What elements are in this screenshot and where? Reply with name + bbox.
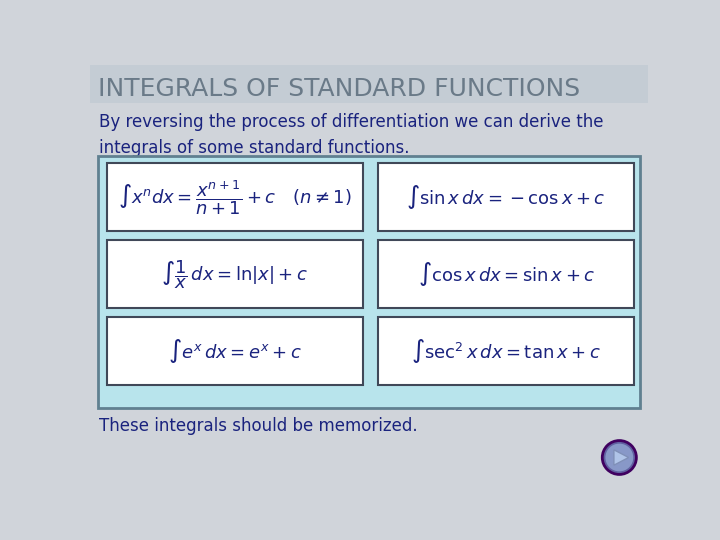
Text: These integrals should be memorized.: These integrals should be memorized. — [99, 417, 418, 435]
Text: $\int \cos x\,dx = \sin x + c$: $\int \cos x\,dx = \sin x + c$ — [418, 260, 595, 288]
Text: $\int \dfrac{1}{x}\,dx = \ln|x| + c$: $\int \dfrac{1}{x}\,dx = \ln|x| + c$ — [161, 258, 308, 291]
FancyBboxPatch shape — [98, 156, 640, 408]
FancyBboxPatch shape — [378, 318, 634, 385]
FancyBboxPatch shape — [107, 164, 363, 231]
Circle shape — [602, 441, 636, 475]
FancyBboxPatch shape — [90, 65, 648, 103]
Text: $\int x^n dx = \dfrac{x^{n+1}}{n+1} + c \quad (n \neq 1)$: $\int x^n dx = \dfrac{x^{n+1}}{n+1} + c … — [118, 178, 351, 217]
Text: INTEGRALS OF STANDARD FUNCTIONS: INTEGRALS OF STANDARD FUNCTIONS — [98, 77, 580, 102]
Text: $\int \sin x\,dx = -\cos x + c$: $\int \sin x\,dx = -\cos x + c$ — [407, 183, 606, 211]
Circle shape — [606, 444, 634, 471]
Polygon shape — [614, 450, 629, 465]
FancyBboxPatch shape — [378, 240, 634, 308]
FancyBboxPatch shape — [378, 164, 634, 231]
Text: $\int e^x\,dx = e^x + c$: $\int e^x\,dx = e^x + c$ — [168, 338, 302, 365]
FancyBboxPatch shape — [107, 240, 363, 308]
Text: $\int \sec^2 x\,dx = \tan x + c$: $\int \sec^2 x\,dx = \tan x + c$ — [411, 338, 601, 365]
Text: By reversing the process of differentiation we can derive the
integrals of some : By reversing the process of differentiat… — [99, 112, 604, 157]
FancyBboxPatch shape — [107, 318, 363, 385]
